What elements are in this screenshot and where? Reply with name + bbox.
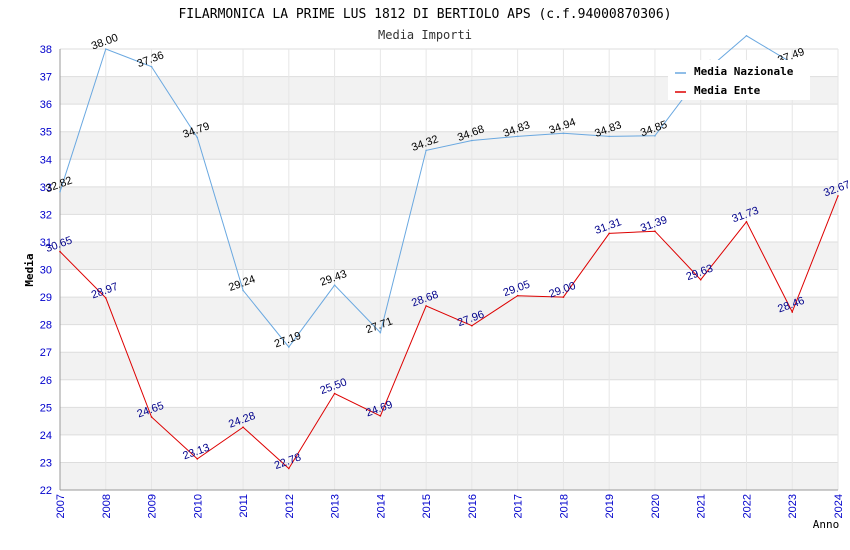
data-point-media-nazionale bbox=[562, 132, 565, 135]
data-point-media-nazionale bbox=[516, 135, 519, 138]
data-point-media-ente bbox=[333, 392, 336, 395]
y-tick-label: 31 bbox=[40, 237, 52, 249]
data-label-media-nazionale: 37.36 bbox=[136, 49, 166, 70]
data-point-media-nazionale bbox=[471, 139, 473, 142]
x-tick-label: 2008 bbox=[101, 494, 113, 518]
data-point-media-ente bbox=[791, 311, 794, 313]
data-point-media-ente bbox=[516, 294, 519, 297]
grid-band bbox=[60, 241, 838, 270]
data-point-media-ente bbox=[745, 221, 748, 223]
chart-subtitle: Media Importi bbox=[378, 28, 472, 42]
grid-band bbox=[60, 352, 838, 380]
data-point-media-ente bbox=[654, 230, 656, 232]
data-point-media-nazionale bbox=[333, 284, 336, 287]
x-tick-label: 2021 bbox=[696, 494, 708, 518]
x-tick-label: 2024 bbox=[833, 494, 845, 518]
legend-label-media-ente: Media Ente bbox=[694, 84, 761, 97]
legend-box bbox=[668, 60, 810, 100]
x-tick-label: 2009 bbox=[147, 494, 159, 518]
y-tick-label: 33 bbox=[40, 182, 52, 194]
x-tick-label: 2011 bbox=[238, 494, 250, 518]
data-point-media-ente bbox=[59, 250, 61, 253]
y-axis-label: Media bbox=[23, 253, 36, 286]
data-point-media-ente bbox=[196, 458, 199, 460]
data-point-media-ente bbox=[150, 416, 153, 418]
y-tick-label: 38 bbox=[40, 44, 52, 56]
x-tick-label: 2013 bbox=[330, 494, 342, 518]
grid-bands bbox=[59, 48, 839, 491]
x-tick-label: 2012 bbox=[284, 494, 296, 518]
data-point-media-nazionale bbox=[654, 135, 656, 137]
y-tick-label: 24 bbox=[40, 430, 52, 442]
x-tick-label: 2023 bbox=[787, 494, 799, 518]
y-tick-label: 25 bbox=[40, 402, 52, 414]
data-label-media-ente: 31.31 bbox=[593, 216, 623, 237]
data-point-media-nazionale bbox=[379, 331, 382, 334]
data-point-media-ente bbox=[471, 324, 473, 327]
chart-title: FILARMONICA LA PRIME LUS 1812 DI BERTIOL… bbox=[178, 7, 671, 22]
y-tick-label: 26 bbox=[40, 375, 52, 387]
data-point-media-ente bbox=[608, 232, 610, 235]
y-tick-label: 29 bbox=[40, 292, 52, 304]
data-point-media-ente bbox=[562, 296, 565, 298]
legend-label-media-nazionale: Media Nazionale bbox=[694, 65, 794, 78]
x-tick-label: 2019 bbox=[604, 494, 616, 518]
y-tick-label: 27 bbox=[40, 347, 52, 359]
data-point-media-nazionale bbox=[288, 346, 290, 348]
y-tick-label: 37 bbox=[40, 72, 52, 84]
x-tick-label: 2017 bbox=[513, 494, 525, 518]
y-tick-label: 36 bbox=[40, 99, 52, 111]
data-point-media-ente bbox=[425, 305, 427, 307]
y-tick-label: 35 bbox=[40, 127, 52, 139]
x-tick-label: 2016 bbox=[467, 494, 479, 518]
data-point-media-nazionale bbox=[745, 34, 748, 37]
grid-band bbox=[60, 462, 838, 490]
data-label-media-nazionale: 29.43 bbox=[319, 268, 349, 289]
data-point-media-ente bbox=[242, 426, 244, 428]
data-point-media-nazionale bbox=[242, 289, 244, 292]
x-tick-label: 2020 bbox=[650, 494, 662, 518]
x-axis-ticks: 2007 2008 2009 2010 2011 2012 2013 2014 2015 2016… bbox=[55, 494, 845, 518]
y-tick-label: 34 bbox=[40, 154, 52, 166]
x-tick-label: 2015 bbox=[421, 494, 433, 518]
x-tick-label: 2010 bbox=[192, 494, 204, 518]
x-tick-label: 2022 bbox=[741, 494, 753, 518]
y-tick-label: 23 bbox=[40, 457, 52, 469]
data-point-media-nazionale bbox=[150, 65, 153, 68]
data-point-media-ente bbox=[837, 195, 839, 197]
data-point-media-ente bbox=[699, 278, 702, 281]
data-point-media-nazionale bbox=[59, 190, 61, 193]
data-point-media-nazionale bbox=[196, 136, 199, 139]
x-tick-label: 2018 bbox=[558, 494, 570, 518]
data-label-media-ente: 23.13 bbox=[181, 442, 211, 463]
y-tick-label: 30 bbox=[40, 265, 52, 277]
y-tick-label: 22 bbox=[40, 485, 52, 497]
legend: Media Nazionale Media Ente bbox=[668, 60, 810, 100]
data-label-media-nazionale: 29.24 bbox=[227, 273, 257, 294]
x-tick-label: 2007 bbox=[55, 494, 67, 518]
data-point-media-nazionale bbox=[608, 135, 610, 138]
data-point-media-ente bbox=[379, 415, 382, 417]
series-line-media-ente bbox=[59, 195, 839, 470]
grid-band bbox=[60, 297, 838, 325]
y-tick-label: 28 bbox=[40, 320, 52, 332]
data-point-media-nazionale bbox=[104, 48, 107, 50]
grid-band bbox=[60, 186, 838, 215]
x-tick-label: 2014 bbox=[375, 494, 387, 518]
x-axis-label: Anno bbox=[813, 518, 840, 531]
data-point-media-ente bbox=[104, 297, 107, 299]
y-tick-label: 32 bbox=[40, 209, 52, 221]
grid-band bbox=[60, 407, 838, 435]
y-axis-ticks: 22 23 24 25 26 27 28 29 30 31 32 33 34 35 36 37 38 bbox=[40, 44, 52, 497]
data-point-media-nazionale bbox=[425, 149, 427, 152]
data-point-media-ente bbox=[288, 467, 290, 470]
